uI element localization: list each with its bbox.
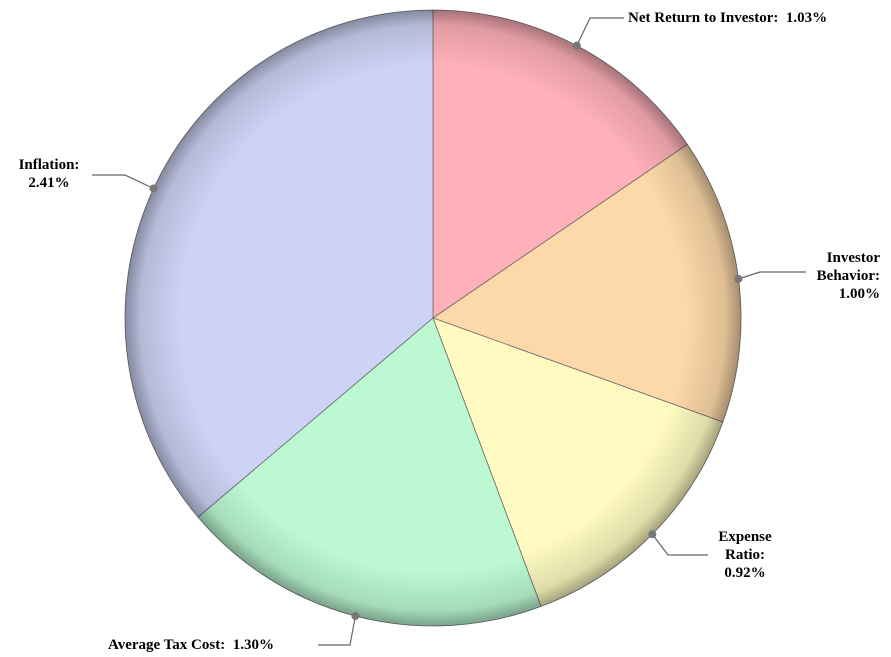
leader-line — [576, 17, 624, 46]
leader-dot — [149, 184, 158, 193]
slice-label: Expense Ratio: 0.92% — [700, 528, 790, 582]
leader-line — [738, 271, 806, 280]
category-label: Expense Ratio: — [718, 529, 776, 563]
slice-label: Investor Behavior: 1.00% — [796, 249, 880, 303]
category-label: Average Tax Cost: — [108, 637, 226, 653]
leader-dot — [734, 274, 743, 283]
value-label: 1.03% — [785, 10, 828, 26]
leader-line — [651, 533, 708, 556]
leader-line — [92, 174, 154, 190]
leader-dot — [648, 530, 657, 539]
leader-dot — [351, 612, 360, 621]
slice-label: Inflation: 2.41% — [4, 156, 94, 192]
leader-line — [318, 615, 356, 646]
value-label: 1.30% — [232, 637, 274, 653]
leader-dot — [572, 41, 581, 50]
value-label: 1.00% — [838, 286, 880, 302]
value-label: 0.92% — [724, 565, 766, 581]
value-label: 2.41% — [28, 175, 70, 191]
slice-label: Average Tax Cost: 1.30% — [108, 636, 323, 654]
category-label: Inflation: — [18, 157, 80, 173]
category-label: Net Return to Investor: — [628, 10, 779, 26]
slice-label: Net Return to Investor: 1.03% — [628, 9, 883, 27]
category-label: Investor Behavior: — [816, 250, 884, 284]
